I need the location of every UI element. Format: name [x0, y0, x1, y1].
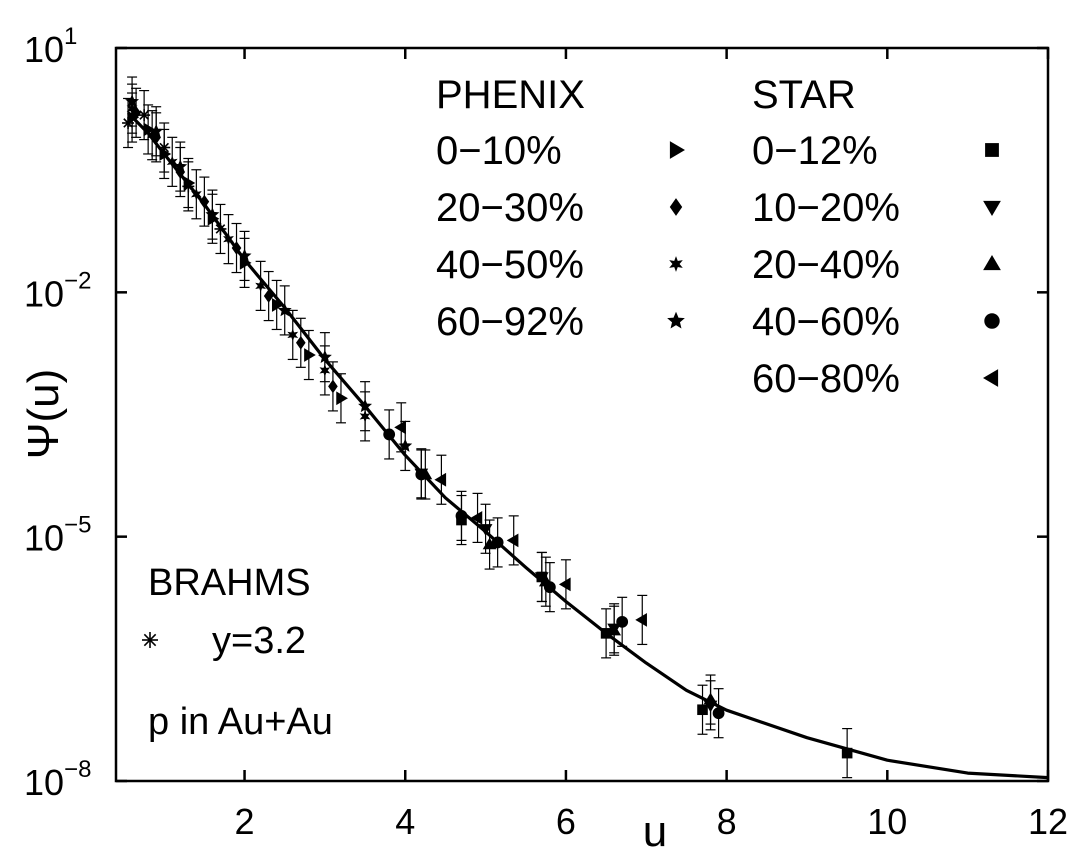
legend-marker	[985, 143, 999, 157]
y-axis-title: Ψ(u)	[19, 369, 68, 460]
legend-marker	[983, 255, 1001, 271]
legend-entry-label: 40−60%	[752, 300, 900, 344]
data-point	[277, 303, 292, 317]
y-tick-base: 10	[24, 518, 64, 559]
brahms-heading: BRAHMS	[148, 562, 311, 604]
legend-marker	[983, 369, 999, 387]
data-point	[122, 116, 135, 129]
x-axis-title: u	[643, 807, 667, 856]
data-point	[358, 398, 373, 413]
data-point	[616, 615, 629, 628]
data-point	[415, 468, 428, 481]
data-point	[205, 207, 220, 221]
data-point	[841, 747, 853, 759]
data-point	[237, 248, 252, 262]
y-tick-exponent: −5	[64, 512, 91, 539]
legend-group-heading: STAR	[752, 73, 856, 117]
data-point	[470, 511, 483, 525]
data-point	[697, 704, 708, 716]
data-point	[506, 533, 519, 548]
data-point	[263, 289, 274, 303]
data-point	[317, 349, 332, 364]
legend-marker	[669, 198, 683, 216]
legend-marker	[669, 141, 685, 159]
data-point	[173, 159, 188, 173]
y-tick-exponent: −8	[64, 756, 91, 783]
data-points-layer	[122, 76, 853, 779]
data-point	[304, 348, 316, 362]
y-tick-exponent: 1	[64, 23, 77, 50]
data-point	[434, 472, 447, 487]
x-tick-label: 12	[1028, 801, 1068, 842]
legend-entry-label: 20−40%	[752, 243, 900, 287]
legend-marker	[983, 200, 1001, 216]
legend-entry-label: 40−50%	[436, 243, 584, 287]
brahms-marker	[142, 632, 158, 648]
legend-marker	[984, 313, 1000, 329]
data-point	[149, 123, 164, 138]
data-point	[336, 391, 348, 406]
data-point	[543, 581, 556, 594]
y-tick-exponent: −2	[64, 267, 91, 294]
y-tick-base: 10	[24, 29, 64, 70]
data-point	[558, 577, 571, 592]
data-point	[703, 692, 718, 705]
legend: PHENIX 0−10% 20−30% 40−50% 60−92% STAR 0−12% 10…	[436, 73, 1001, 401]
legend-entry-label: 10−20%	[752, 186, 900, 230]
y-tick-base: 10	[24, 273, 64, 314]
data-point	[199, 194, 210, 209]
legend-group-heading: PHENIX	[436, 73, 585, 117]
data-point	[607, 623, 622, 636]
y-tick-base: 10	[24, 762, 64, 803]
data-point	[287, 328, 299, 342]
x-tick-label: 6	[556, 801, 576, 842]
x-tick-label: 4	[395, 801, 415, 842]
data-point	[455, 509, 468, 522]
legend-marker	[669, 256, 683, 272]
data-point	[295, 335, 306, 350]
y-tick-label: 10−2	[24, 267, 91, 314]
data-point	[138, 109, 151, 122]
data-point	[159, 147, 172, 161]
legend-entry-label: 0−12%	[752, 129, 878, 173]
legend-entry-label: 20−30%	[436, 186, 584, 230]
brahms-entry-label: y=3.2	[212, 620, 306, 662]
data-point	[712, 707, 725, 720]
legend-entry-label: 0−10%	[436, 129, 562, 173]
y-tick-label: 10−5	[24, 512, 91, 559]
data-point	[635, 613, 647, 627]
data-point	[158, 141, 171, 154]
legend-entry-label: 60−80%	[752, 357, 900, 401]
y-tick-label: 101	[24, 23, 77, 70]
data-point	[383, 428, 396, 441]
data-point	[328, 379, 338, 394]
data-point	[394, 420, 406, 435]
y-tick-label: 10−8	[24, 756, 91, 803]
legend-marker	[667, 311, 685, 329]
data-point	[271, 298, 284, 312]
data-point	[166, 155, 178, 169]
data-point	[214, 222, 227, 235]
data-point	[478, 524, 493, 536]
data-point	[182, 180, 195, 193]
data-point	[190, 188, 202, 201]
data-point	[223, 232, 234, 246]
legend-entry-label: 60−92%	[436, 300, 584, 344]
x-tick-label: 2	[235, 801, 255, 842]
x-tick-label: 8	[717, 801, 737, 842]
data-point	[231, 241, 242, 255]
data-point	[491, 536, 504, 549]
x-tick-label: 10	[867, 801, 907, 842]
plot-frame	[114, 46, 1050, 783]
brahms-asterisk-marker	[142, 632, 158, 648]
system-label: p in Au+Au	[148, 701, 333, 743]
data-point	[255, 279, 267, 293]
